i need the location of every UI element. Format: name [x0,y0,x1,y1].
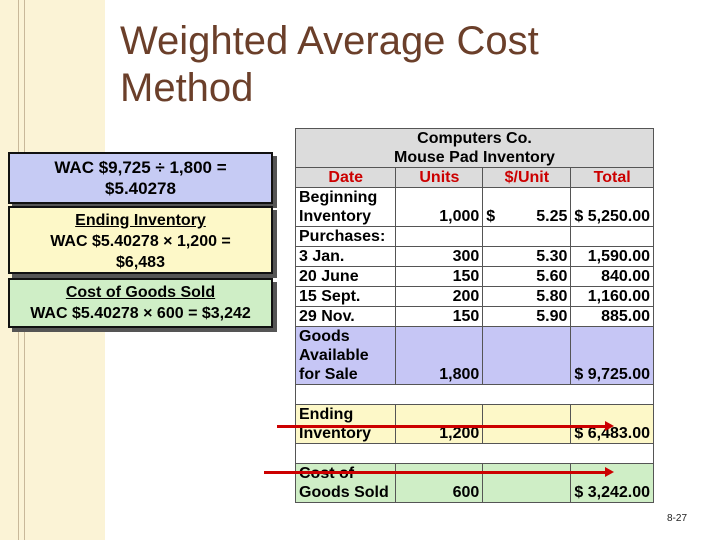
ending-inventory-line-2: $6,483 [116,254,165,271]
header-total: Total [570,167,654,188]
table-row: for Sale 1,800 $ 9,725.00 [294,365,654,385]
inventory-table: Computers Co. Mouse Pad Inventory Date U… [294,128,654,503]
ending-arrow-head-icon [605,421,614,431]
beginning-label-1: Beginning [294,187,397,207]
wac-line-2: $5.40278 [105,179,176,198]
ending-label-1: Ending [294,404,397,424]
purchase-total: 885.00 [570,306,654,327]
table-row: Available [294,346,654,365]
company-name: Computers Co. [295,128,654,148]
header-unit-cost: $/Unit [482,167,572,188]
table-row: Goods Sold 600 $ 3,242.00 [294,483,654,503]
purchase-unit-cost: 5.90 [482,306,572,327]
cogs-box: Cost of Goods Sold WAC $5.40278 × 600 = … [8,278,273,328]
cogs-units: 600 [395,483,484,503]
purchase-row: 29 Nov. 150 5.90 885.00 [294,306,654,327]
beginning-label-2: Inventory [294,207,397,227]
table-row: Inventory 1,000 $5.25 $ 5,250.00 [294,207,654,227]
ending-total: $ 6,483.00 [570,424,654,444]
wac-line-1: WAC $9,725 ÷ 1,800 = [54,158,227,177]
available-label-3: for Sale [294,365,397,385]
cogs-label-2: Goods Sold [294,483,397,503]
wac-calculation-box: WAC $9,725 ÷ 1,800 = $5.40278 [8,152,273,204]
purchase-date: 20 June [294,266,397,287]
cogs-total: $ 3,242.00 [570,483,654,503]
table-row: Ending [294,404,654,424]
purchase-row: 15 Sept. 200 5.80 1,160.00 [294,286,654,307]
table-row: Purchases: [294,226,654,247]
purchase-row: 20 June 150 5.60 840.00 [294,266,654,287]
ending-label-2: Inventory [294,424,397,444]
purchase-unit-cost: 5.80 [482,286,572,307]
cogs-heading: Cost of Goods Sold [65,284,216,301]
slide-title: Weighted Average Cost Method [120,19,539,110]
beginning-unit-cost: 5.25 [536,208,568,225]
ending-inventory-heading: Ending Inventory [75,212,206,229]
purchase-total: 1,590.00 [570,246,654,267]
purchase-units: 150 [395,266,484,287]
cogs-line-1: WAC $5.40278 × 600 = $3,242 [30,305,251,322]
ending-inventory-box: Ending Inventory WAC $5.40278 × 1,200 = … [8,206,273,274]
ending-inventory-line-1: WAC $5.40278 × 1,200 = [50,233,231,250]
table-subtitle: Mouse Pad Inventory [295,148,654,168]
purchase-date: 15 Sept. [294,286,397,307]
purchase-units: 150 [395,306,484,327]
beginning-total: $ 5,250.00 [570,207,654,227]
ending-arrow-line [277,425,607,428]
available-label-2: Available [294,346,397,365]
header-units: Units [395,167,484,188]
purchase-total: 840.00 [570,266,654,287]
purchase-units: 200 [395,286,484,307]
beginning-dollar-sign: $ [486,208,496,225]
purchases-label: Purchases: [294,226,397,247]
table-row: Beginning [294,187,654,207]
ending-units: 1,200 [395,424,484,444]
beginning-units: 1,000 [395,207,484,227]
purchase-total: 1,160.00 [570,286,654,307]
table-row: Inventory 1,200 $ 6,483.00 [294,424,654,444]
page-number: 8-27 [666,513,687,524]
available-total: $ 9,725.00 [570,365,654,385]
table-row: Goods [294,326,654,346]
column-header-row: Date Units $/Unit Total [294,167,654,188]
cogs-arrow-line [264,471,607,474]
purchase-date: 29 Nov. [294,306,397,327]
purchase-unit-cost: 5.60 [482,266,572,287]
available-units: 1,800 [395,365,484,385]
available-label-1: Goods [294,326,397,346]
purchase-unit-cost: 5.30 [482,246,572,267]
purchase-row: 3 Jan. 300 5.30 1,590.00 [294,246,654,267]
purchase-units: 300 [395,246,484,267]
cogs-arrow-head-icon [605,467,614,477]
header-date: Date [294,167,397,188]
purchase-date: 3 Jan. [294,246,397,267]
